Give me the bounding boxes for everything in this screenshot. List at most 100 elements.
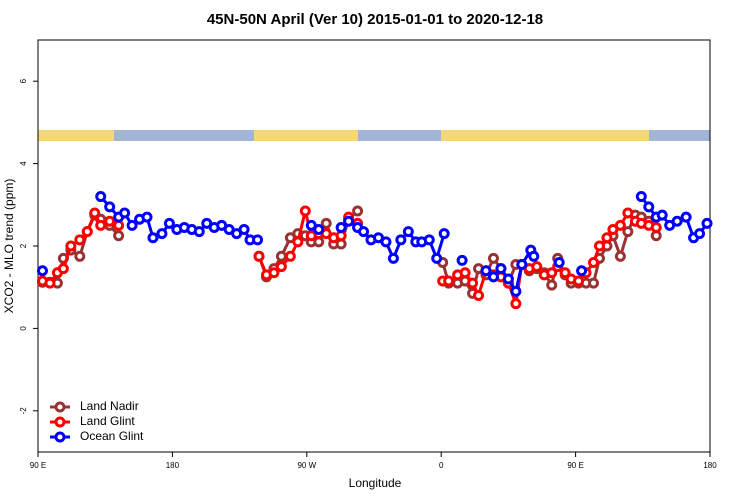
data-point [358,226,370,238]
y-axis-label: XCO2 - MLO trend (ppm) [2,179,16,314]
map-strip [38,130,710,141]
data-point [643,201,655,213]
y-tick-label: 4 [19,161,28,166]
data-point [156,228,168,240]
chart-title: 45N-50N April (Ver 10) 2015-01-01 to 202… [207,11,543,28]
data-point [459,267,471,279]
x-tick-label: 180 [703,461,717,470]
data-point [402,226,414,238]
data-point [36,265,48,277]
data-point [284,250,296,262]
legend-label: Ocean Glint [80,429,144,443]
x-tick-label: 90 E [30,461,46,470]
data-point [614,250,626,262]
data-point [438,228,450,240]
data-point [456,254,468,266]
data-point [57,263,69,275]
data-point [622,207,634,219]
data-point [299,205,311,217]
data-point [44,277,56,289]
data-point [701,217,713,229]
data-point [680,211,692,223]
data-point [352,205,364,217]
data-point [238,224,250,236]
data-point [510,298,522,310]
data-point [113,230,125,242]
data-point [395,234,407,246]
data-point [573,275,585,287]
x-axis-label: Longitude [349,476,402,490]
data-point [275,250,287,262]
legend-label: Land Nadir [80,399,139,413]
data-point [588,277,600,289]
legend-swatch-marker [54,431,66,443]
y-tick-label: 0 [19,326,28,331]
data-point [292,236,304,248]
data-point [588,256,600,268]
data-point [65,240,77,252]
data-point [104,215,116,227]
data-point [480,265,492,277]
x-tick-label: 180 [166,461,180,470]
data-point [593,240,605,252]
data-point [546,267,558,279]
data-point [487,252,499,264]
data-point [95,219,107,231]
data-point [335,221,347,233]
data-point [431,252,443,264]
x-tick-label: 0 [439,461,444,470]
data-point [467,277,479,289]
data-point [320,217,332,229]
data-point [74,250,86,262]
data-point [163,217,175,229]
data-point [81,226,93,238]
data-point [635,191,647,203]
data-point [473,289,485,301]
data-point [313,224,325,236]
data-point [510,285,522,297]
x-tick-label: 90 E [567,461,583,470]
data-point [104,201,116,213]
y-tick-label: -2 [19,407,28,415]
data-point [268,267,280,279]
data-point [343,215,355,227]
data-point [95,191,107,203]
data-point [253,250,265,262]
y-tick-label: 2 [19,243,28,248]
data-point [553,256,565,268]
data-point [141,211,153,223]
data-point [656,209,668,221]
data-point [516,259,528,271]
legend-swatch-marker [54,416,66,428]
data-point [650,221,662,233]
data-point [546,279,558,291]
data-point [614,219,626,231]
data-point [275,261,287,273]
data-point [443,275,455,287]
data-point [487,271,499,283]
data-point [387,252,399,264]
legend-label: Land Glint [80,414,135,428]
data-point [193,226,205,238]
data-point [423,234,435,246]
data-point [74,234,86,246]
data-point [601,232,613,244]
data-point [694,228,706,240]
data-point [528,250,540,262]
data-point [559,267,571,279]
data-point [380,236,392,248]
data-point [89,207,101,219]
data-point [502,273,514,285]
legend-swatch-marker [54,401,66,413]
data-point [495,263,507,275]
y-tick-label: 6 [19,78,28,83]
data-point [671,215,683,227]
data-point [576,265,588,277]
data-point [147,232,159,244]
data-point [119,207,131,219]
x-tick-label: 90 W [297,461,316,470]
data-point [622,226,634,238]
data-point [252,234,264,246]
data-point [531,261,543,273]
